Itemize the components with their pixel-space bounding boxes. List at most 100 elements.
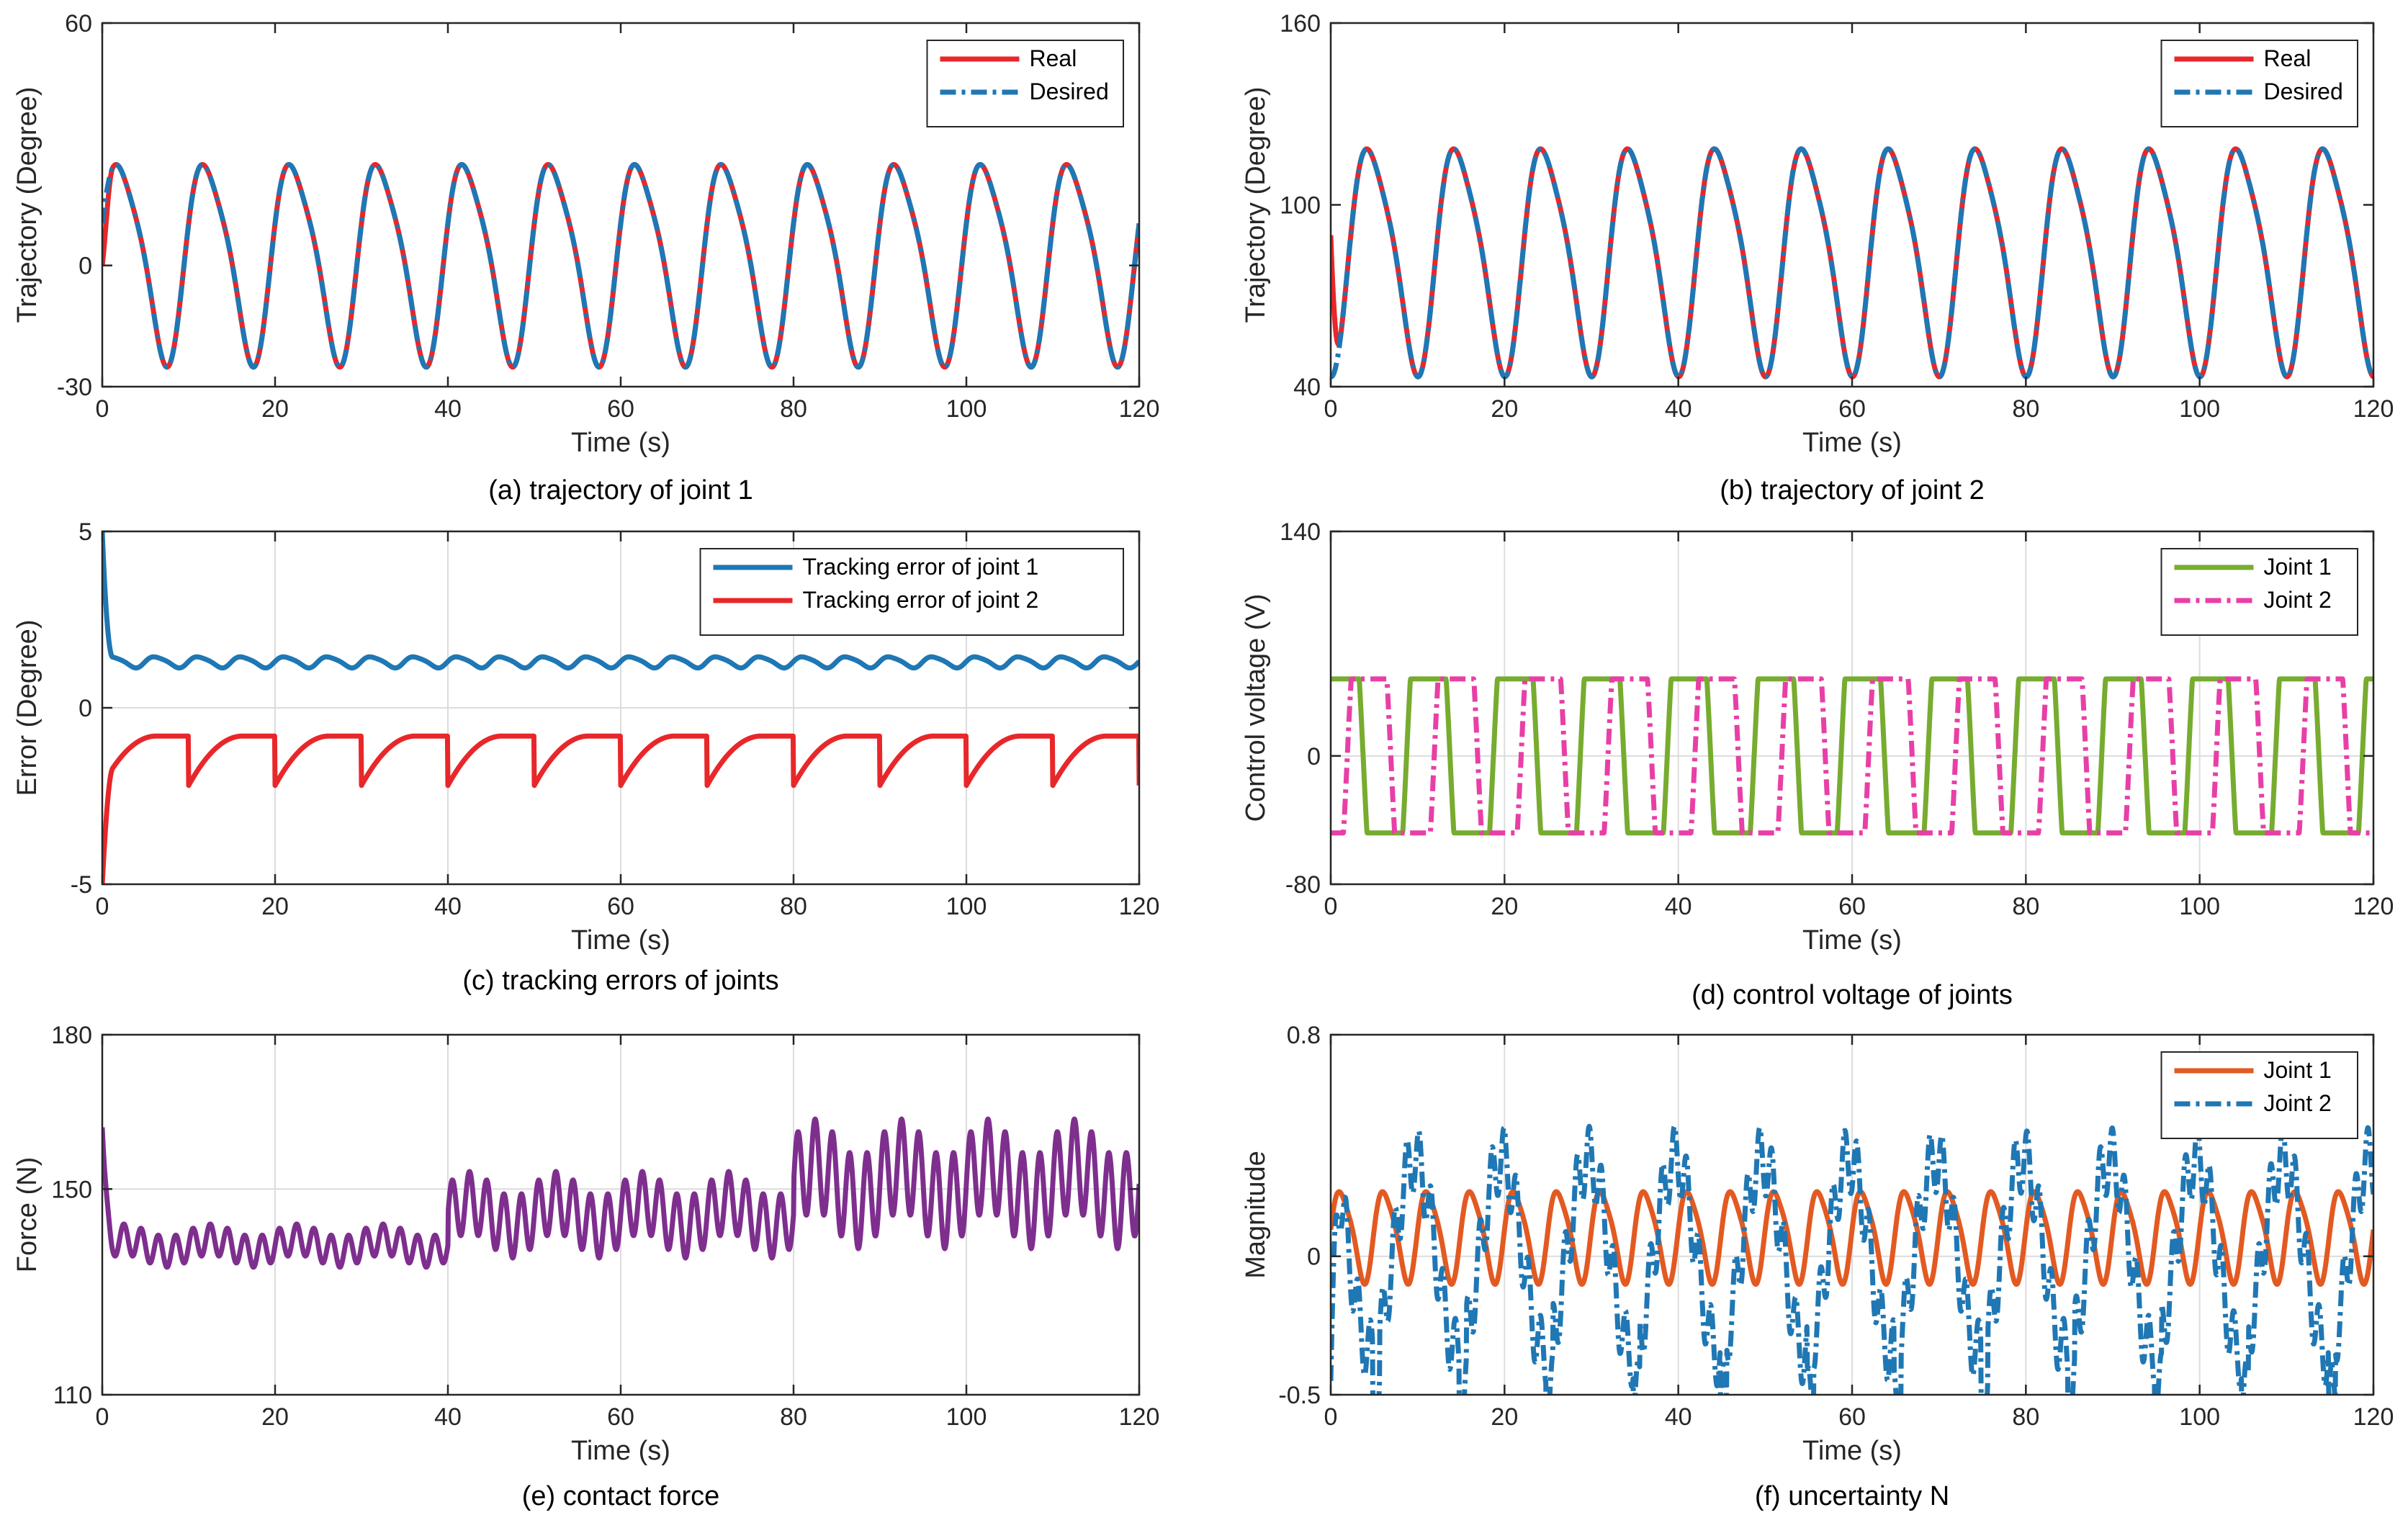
x-axis-label: Time (s) — [1802, 428, 1902, 458]
x-tick-label: 20 — [261, 893, 289, 920]
legend — [2160, 548, 2358, 636]
series-line-1 — [1331, 1123, 2373, 1395]
x-tick-label: 100 — [2179, 1403, 2220, 1431]
x-tick-label: 120 — [2353, 395, 2394, 423]
x-tick-label: 60 — [607, 893, 634, 920]
x-tick-label: 80 — [780, 1403, 807, 1431]
y-axis-label: Trajectory (Degree) — [12, 86, 42, 323]
series-line-1 — [102, 162, 1139, 370]
legend-entry: Desired — [2264, 78, 2343, 104]
y-tick-label: 0 — [78, 253, 92, 280]
x-axis-label: Time (s) — [1802, 925, 1902, 956]
y-axis-label: Trajectory (Degree) — [1241, 86, 1271, 323]
x-tick-label: 0 — [1324, 893, 1338, 920]
x-tick-label: 0 — [96, 1403, 109, 1431]
x-tick-label: 20 — [1491, 893, 1518, 920]
y-tick-label: 5 — [78, 518, 92, 546]
y-axis-label: Magnitude — [1241, 1151, 1271, 1278]
panel-caption: (c) tracking errors of joints — [462, 966, 778, 996]
x-tick-label: 120 — [1119, 893, 1160, 920]
x-tick-label: 40 — [434, 893, 462, 920]
series-line-0 — [102, 531, 1139, 671]
x-tick-label: 60 — [607, 1403, 634, 1431]
x-tick-label: 60 — [1838, 395, 1866, 423]
x-tick-label: 40 — [434, 1403, 462, 1431]
y-tick-label: 60 — [65, 10, 92, 37]
series-line-0 — [1331, 676, 2373, 836]
legend — [699, 548, 1124, 636]
y-tick-label: 140 — [1280, 518, 1321, 546]
x-tick-label: 20 — [261, 1403, 289, 1431]
x-tick-label: 120 — [2353, 1403, 2394, 1431]
legend — [926, 40, 1124, 127]
y-tick-label: -0.5 — [1278, 1382, 1321, 1409]
x-tick-label: 20 — [1491, 395, 1518, 423]
x-tick-label: 120 — [2353, 893, 2394, 920]
x-tick-label: 100 — [946, 893, 987, 920]
x-tick-label: 40 — [1665, 893, 1692, 920]
x-tick-label: 80 — [780, 395, 807, 423]
x-tick-label: 80 — [2012, 1403, 2039, 1431]
legend-entry: Desired — [1030, 78, 1109, 104]
x-axis-label: Time (s) — [571, 925, 670, 956]
y-axis-label: Error (Degree) — [12, 620, 42, 796]
legend-entry: Real — [1030, 45, 1077, 71]
y-tick-label: 150 — [51, 1176, 92, 1203]
y-axis-label: Control voltage (V) — [1241, 594, 1271, 822]
x-tick-label: 60 — [607, 395, 634, 423]
panel-1: 0 20 40 60 80 100 120 40 100 160 Time (s) Trajector… — [1241, 10, 2394, 505]
y-tick-label: 180 — [51, 1022, 92, 1049]
x-tick-label: 60 — [1838, 1403, 1866, 1431]
series-line-0 — [102, 1116, 1139, 1270]
series-line-0 — [1331, 1189, 2373, 1287]
panel-4: 0 20 40 60 80 100 120 110 150 180 Time (s) Force (N… — [12, 1022, 1159, 1511]
y-tick-label: 0 — [1307, 743, 1321, 770]
x-tick-label: 60 — [1838, 893, 1866, 920]
x-tick-label: 20 — [1491, 1403, 1518, 1431]
x-tick-label: 80 — [2012, 395, 2039, 423]
y-tick-label: 160 — [1280, 10, 1321, 37]
y-tick-label: 40 — [1293, 374, 1321, 401]
x-tick-label: 100 — [2179, 893, 2220, 920]
x-axis-label: Time (s) — [571, 428, 670, 458]
x-tick-label: 0 — [1324, 395, 1338, 423]
panel-caption: (d) control voltage of joints — [1692, 980, 2013, 1010]
x-tick-label: 0 — [1324, 1403, 1338, 1431]
y-tick-label: 0.8 — [1287, 1022, 1321, 1049]
x-tick-label: 0 — [96, 395, 109, 423]
x-axis-label: Time (s) — [571, 1436, 670, 1466]
x-tick-label: 40 — [1665, 395, 1692, 423]
panel-caption: (e) contact force — [522, 1481, 720, 1511]
x-tick-label: 100 — [2179, 395, 2220, 423]
series-line-1 — [102, 733, 1139, 884]
legend-entry: Real — [2264, 45, 2312, 71]
legend-entry: Joint 1 — [2264, 554, 2332, 580]
y-tick-label: -30 — [57, 374, 92, 401]
y-tick-label: -5 — [71, 871, 92, 899]
x-tick-label: 120 — [1119, 1403, 1160, 1431]
x-tick-label: 100 — [946, 1403, 987, 1431]
x-tick-label: 40 — [1665, 1403, 1692, 1431]
x-tick-label: 80 — [780, 893, 807, 920]
y-tick-label: 0 — [1307, 1244, 1321, 1271]
panel-caption: (f) uncertainty N — [1755, 1481, 1949, 1511]
legend-entry: Tracking error of joint 2 — [803, 587, 1039, 613]
y-tick-label: 110 — [53, 1382, 92, 1409]
panel-caption: (a) trajectory of joint 1 — [488, 475, 752, 505]
x-tick-label: 20 — [261, 395, 289, 423]
x-tick-label: 40 — [434, 395, 462, 423]
x-tick-label: 80 — [2012, 893, 2039, 920]
legend-entry: Joint 1 — [2264, 1057, 2332, 1083]
x-tick-label: 0 — [96, 893, 109, 920]
legend — [2160, 40, 2358, 127]
x-tick-label: 120 — [1119, 395, 1160, 423]
y-tick-label: 100 — [1280, 192, 1321, 220]
y-axis-label: Force (N) — [12, 1157, 42, 1272]
x-tick-label: 100 — [946, 395, 987, 423]
y-tick-label: 0 — [78, 695, 92, 722]
